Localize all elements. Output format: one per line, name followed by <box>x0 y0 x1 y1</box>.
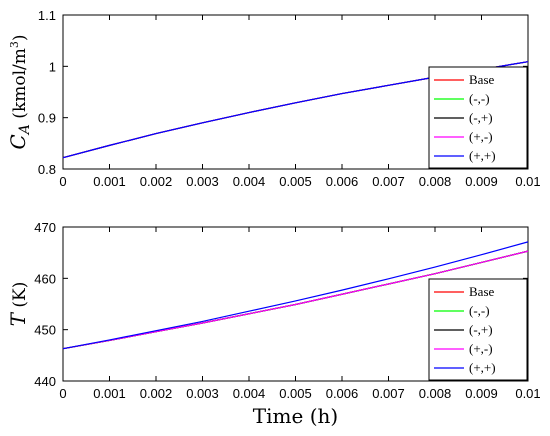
legend-entry: (+,-) <box>469 341 493 356</box>
legend: Base (-,-) (-,+) (+,-) (+,+) <box>428 66 528 169</box>
legend-entry: (-,+) <box>469 110 493 125</box>
y-tick-label: 0.8 <box>38 162 56 177</box>
x-axis-label: Time (h) <box>253 404 338 428</box>
x-tick-label: 0.01 <box>515 174 540 189</box>
legend-entry: (+,-) <box>469 129 493 144</box>
legend: Base (-,-) (-,+) (+,-) (+,+) <box>428 278 528 381</box>
x-tick-label: 0.004 <box>233 174 266 189</box>
x-tick-label: 0.003 <box>186 386 219 401</box>
x-tick-label: 0.006 <box>326 174 359 189</box>
y-label-symbol: C <box>6 134 30 149</box>
x-tick-label: 0.006 <box>326 386 359 401</box>
x-tick-label: 0.001 <box>93 386 126 401</box>
x-tick-label: 0.008 <box>419 174 452 189</box>
x-tick-label: 0.005 <box>279 174 312 189</box>
x-tick-label: 0.002 <box>140 386 173 401</box>
legend-entry: Base <box>469 72 495 87</box>
x-tick-label: 0.002 <box>140 174 173 189</box>
y-label-units: (K) <box>10 282 30 313</box>
legend-entry: (-,-) <box>469 91 490 106</box>
x-tick-label: 0.005 <box>279 386 312 401</box>
y-axis-label: T (K) <box>6 282 30 327</box>
y-label-symbol: T <box>6 311 30 326</box>
y-label-units: (kmol/m <box>10 48 30 124</box>
x-tick-label: 0.003 <box>186 174 219 189</box>
y-label-close: ) <box>10 34 30 41</box>
y-label-superscript: 3 <box>8 41 21 48</box>
y-label-subscript: A <box>17 124 33 136</box>
legend-entry: (-,+) <box>469 322 493 337</box>
series-line-4 <box>62 241 529 350</box>
x-tick-label: 0.004 <box>233 386 266 401</box>
x-tick-label: 0.008 <box>419 386 452 401</box>
x-tick-label: 0 <box>59 174 66 189</box>
temperature-plot: 0 0.001 0.002 0.003 0.004 0.005 0.006 0.007 0.00… <box>6 220 541 428</box>
x-tick-label: 0.009 <box>465 386 498 401</box>
x-tick-label: 0.007 <box>372 386 405 401</box>
y-axis-label: CA (kmol/m3) <box>6 34 33 149</box>
y-tick-label: 450 <box>34 323 56 338</box>
legend-entry: (-,-) <box>469 303 490 318</box>
x-tick-label: 0.001 <box>93 174 126 189</box>
x-tick-label: 0.01 <box>515 386 540 401</box>
y-tick-label: 470 <box>34 220 56 235</box>
x-tick-label: 0 <box>59 386 66 401</box>
y-tick-label: 440 <box>34 374 56 389</box>
legend-entry: (+,+) <box>469 148 496 163</box>
x-tick-label: 0.007 <box>372 174 405 189</box>
x-tick-label: 0.009 <box>465 174 498 189</box>
y-tick-label: 1 <box>49 59 56 74</box>
y-tick-label: 460 <box>34 271 56 286</box>
y-tick-label: 0.9 <box>38 111 56 126</box>
concentration-plot: 0 0.001 0.002 0.003 0.004 0.005 0.006 0.007 0.00… <box>6 8 541 189</box>
legend-entry: (+,+) <box>469 360 496 375</box>
legend-entry: Base <box>469 284 495 299</box>
series-line-3 <box>62 250 529 350</box>
y-tick-label: 1.1 <box>38 8 56 23</box>
